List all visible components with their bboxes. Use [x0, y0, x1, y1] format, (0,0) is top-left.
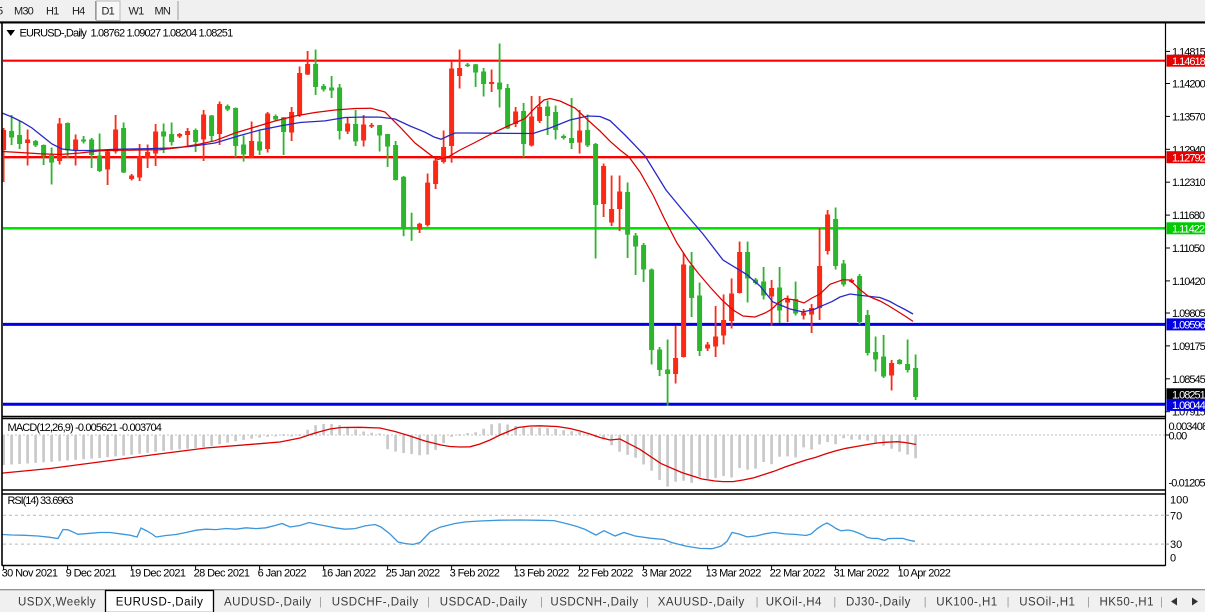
svg-text:H4: H4 [72, 6, 85, 18]
svg-text:-0.01205: -0.01205 [1169, 478, 1205, 490]
svg-text:70: 70 [1170, 510, 1182, 522]
svg-text:5: 5 [0, 6, 3, 18]
svg-text:MACD(12,26,9) -0.005621 -0.003: MACD(12,26,9) -0.005621 -0.003704 [8, 422, 162, 434]
svg-text:16 Jan 2022: 16 Jan 2022 [322, 568, 376, 580]
svg-text:|: | [427, 596, 430, 608]
svg-text:MN: MN [155, 6, 171, 18]
svg-text:1.08251: 1.08251 [1172, 390, 1205, 402]
svg-text:19 Dec 2021: 19 Dec 2021 [130, 568, 186, 580]
svg-text:USDCAD-,Daily: USDCAD-,Daily [440, 597, 528, 609]
svg-text:UKOil-,H4: UKOil-,H4 [766, 597, 822, 609]
svg-text:1.10420: 1.10420 [1172, 276, 1205, 288]
svg-text:0: 0 [1170, 553, 1176, 565]
svg-text:6 Jan 2022: 6 Jan 2022 [258, 568, 307, 580]
svg-text:30 Nov 2021: 30 Nov 2021 [2, 568, 58, 580]
svg-text:31 Mar 2022: 31 Mar 2022 [834, 568, 890, 580]
svg-text:XAUUSD-,Daily: XAUUSD-,Daily [658, 597, 745, 609]
svg-text:1.14200: 1.14200 [1172, 79, 1205, 91]
svg-text:|: | [646, 596, 649, 608]
svg-text:|: | [540, 596, 543, 608]
svg-text:M30: M30 [14, 6, 34, 18]
svg-text:EURUSD-,Daily 1.08762 1.09027: EURUSD-,Daily 1.08762 1.09027 1.08204 1.… [20, 28, 234, 40]
svg-text:W1: W1 [129, 6, 145, 18]
svg-text:1.12310: 1.12310 [1172, 177, 1205, 189]
svg-text:100: 100 [1170, 495, 1188, 507]
svg-text:1.08545: 1.08545 [1172, 374, 1205, 386]
svg-text:1.11050: 1.11050 [1172, 243, 1205, 255]
svg-text:28 Dec 2021: 28 Dec 2021 [194, 568, 250, 580]
svg-text:H1: H1 [46, 6, 59, 18]
svg-text:13 Mar 2022: 13 Mar 2022 [706, 568, 762, 580]
svg-text:1.12792: 1.12792 [1172, 152, 1205, 164]
svg-text:HK50-,H1: HK50-,H1 [1100, 597, 1155, 609]
svg-text:|: | [833, 596, 836, 608]
svg-text:USDCNH-,Daily: USDCNH-,Daily [550, 597, 638, 609]
svg-text:|: | [319, 596, 322, 608]
svg-text:|: | [1007, 596, 1010, 608]
svg-text:1.08044: 1.08044 [1172, 400, 1205, 412]
svg-text:USDCHF-,Daily: USDCHF-,Daily [332, 597, 419, 609]
svg-text:|: | [1160, 596, 1163, 608]
svg-text:1.11422: 1.11422 [1172, 224, 1205, 236]
svg-text:1.11680: 1.11680 [1172, 210, 1205, 222]
svg-text:|: | [924, 596, 927, 608]
svg-text:0.003408: 0.003408 [1169, 421, 1205, 433]
svg-text:1.09805: 1.09805 [1172, 308, 1205, 320]
svg-text:25 Jan 2022: 25 Jan 2022 [386, 568, 440, 580]
svg-text:22 Mar 2022: 22 Mar 2022 [770, 568, 826, 580]
svg-text:3 Feb 2022: 3 Feb 2022 [450, 568, 500, 580]
svg-text:1.09175: 1.09175 [1172, 341, 1205, 353]
svg-text:0.00: 0.00 [1169, 431, 1188, 443]
svg-text:22 Feb 2022: 22 Feb 2022 [578, 568, 634, 580]
svg-text:9 Dec 2021: 9 Dec 2021 [66, 568, 117, 580]
svg-text:USDX,Weekly: USDX,Weekly [18, 597, 96, 609]
svg-text:1.09596: 1.09596 [1172, 320, 1205, 332]
svg-text:AUDUSD-,Daily: AUDUSD-,Daily [224, 597, 312, 609]
svg-text:USOil-,H1: USOil-,H1 [1019, 597, 1075, 609]
svg-text:1.13570: 1.13570 [1172, 111, 1205, 123]
svg-text:10 Apr 2022: 10 Apr 2022 [898, 568, 951, 580]
svg-text:30: 30 [1170, 539, 1182, 551]
svg-text:D1: D1 [102, 6, 115, 18]
svg-text:RSI(14) 33.6963: RSI(14) 33.6963 [8, 495, 74, 507]
svg-text:3 Mar 2022: 3 Mar 2022 [642, 568, 692, 580]
svg-text:|: | [1087, 596, 1090, 608]
svg-text:UK100-,H1: UK100-,H1 [936, 597, 997, 609]
svg-text:EURUSD-,Daily: EURUSD-,Daily [116, 597, 204, 609]
svg-text:|: | [756, 596, 759, 608]
svg-text:13 Feb 2022: 13 Feb 2022 [514, 568, 570, 580]
svg-text:DJ30-,Daily: DJ30-,Daily [846, 597, 911, 609]
svg-text:1.14618: 1.14618 [1172, 56, 1205, 68]
